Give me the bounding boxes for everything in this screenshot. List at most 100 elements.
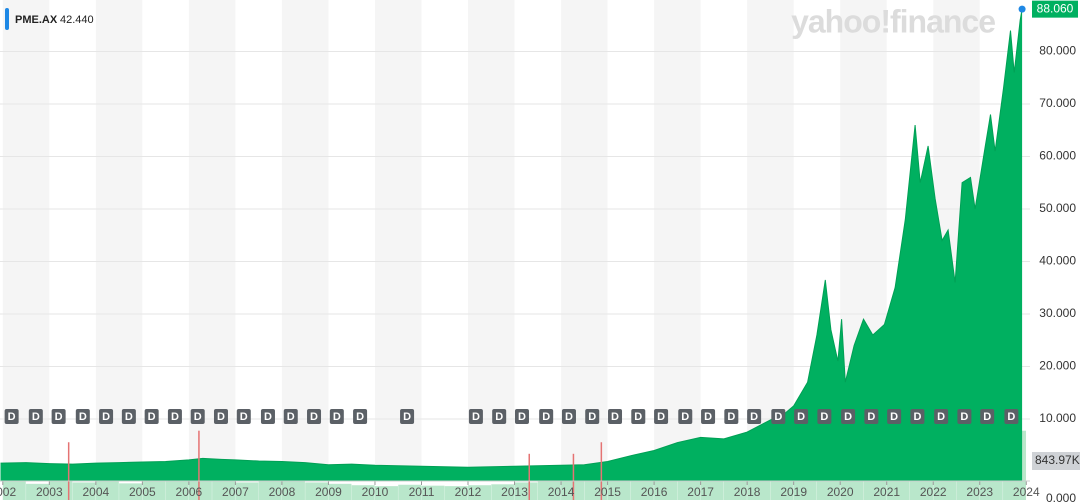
dividend-marker	[585, 409, 600, 424]
dividend-label: D	[102, 411, 110, 423]
volume-bar	[561, 480, 585, 500]
x-tick-label: 2012	[455, 485, 482, 499]
dividend-marker	[213, 409, 228, 424]
x-tick-label: 2015	[594, 485, 621, 499]
y2-tick-label: 0.000	[1046, 491, 1076, 504]
legend-swatch	[5, 8, 9, 30]
volume-spike	[600, 442, 603, 500]
volume-bar	[444, 486, 468, 500]
volume-bar	[421, 485, 445, 500]
dividend-marker	[817, 409, 832, 424]
dividend-marker	[353, 409, 368, 424]
dividend-label: D	[55, 411, 63, 423]
dividend-marker	[144, 409, 159, 424]
x-tick-label: 2003	[36, 485, 63, 499]
volume-spike	[528, 453, 530, 500]
dividend-marker	[468, 409, 483, 424]
dividend-label: D	[797, 411, 805, 423]
dividend-marker	[887, 409, 902, 424]
volume-bar	[374, 486, 398, 500]
dividend-marker	[980, 409, 995, 424]
dividend-label: D	[844, 411, 852, 423]
dividend-label: D	[356, 411, 364, 423]
price-tag	[1032, 0, 1078, 18]
y-tick-label: 80.000	[1039, 44, 1076, 58]
dividend-label: D	[125, 411, 133, 423]
dividend-label: D	[634, 411, 642, 423]
dividend-label: D	[8, 411, 16, 423]
dividend-label: D	[890, 411, 898, 423]
volume-bar	[398, 484, 422, 500]
year-band	[747, 0, 794, 481]
x-tick-label: 2007	[222, 485, 249, 499]
volume-bar	[328, 483, 352, 500]
volume-label: 843.97K	[1035, 453, 1080, 467]
dividend-label: D	[472, 411, 480, 423]
year-band	[188, 0, 236, 481]
x-tick-label: 2020	[827, 485, 854, 499]
dividend-label: D	[960, 411, 968, 423]
x-tick-label: 2010	[362, 485, 389, 499]
dividend-marker	[701, 409, 716, 424]
dividend-label: D	[867, 411, 875, 423]
y-tick-label: 70.000	[1039, 96, 1076, 110]
volume-bar	[258, 481, 282, 500]
year-band	[95, 0, 143, 481]
volume-bar	[537, 481, 561, 500]
volume-bar	[188, 476, 212, 500]
volume-bar	[468, 485, 492, 500]
legend-value: 42.440	[60, 14, 94, 26]
volume-bar	[305, 482, 329, 500]
dividend-label: D	[148, 411, 156, 423]
volume-bar	[165, 479, 189, 500]
dividend-label: D	[79, 411, 87, 423]
volume-bar	[351, 485, 375, 500]
dividend-marker	[771, 409, 786, 424]
dividend-marker	[934, 409, 949, 424]
dividend-marker	[75, 409, 90, 424]
volume-spike	[67, 442, 70, 500]
volume-bar	[2, 481, 26, 500]
dividend-label: D	[310, 411, 318, 423]
dividend-label: D	[611, 411, 619, 423]
dividend-label: D	[704, 411, 712, 423]
dividend-label: D	[403, 411, 411, 423]
year-band	[654, 0, 701, 481]
volume-bar	[607, 476, 631, 500]
dividend-marker	[283, 409, 298, 424]
dividend-marker	[957, 409, 972, 424]
dividend-label: D	[820, 411, 828, 423]
dividend-label: D	[495, 411, 503, 423]
dividend-label: D	[681, 411, 689, 423]
dividend-marker	[794, 409, 809, 424]
dividend-marker	[1004, 409, 1019, 424]
dividend-marker	[99, 409, 114, 424]
x-tick-label: 2013	[501, 485, 528, 499]
volume-bar	[119, 483, 143, 500]
dividend-marker	[561, 409, 576, 424]
dividend-marker	[121, 409, 136, 424]
y-tick-label: 40.000	[1039, 254, 1076, 268]
volume-bar	[235, 482, 259, 500]
volume-spike	[572, 453, 575, 500]
y-tick-label: 50.000	[1039, 201, 1076, 215]
dividend-label: D	[264, 411, 272, 423]
dividend-marker	[539, 409, 554, 424]
y-tick-label: 10.000	[1039, 411, 1076, 425]
volume-bar	[281, 480, 305, 500]
y-tick-label: 60.000	[1039, 149, 1076, 163]
dividend-marker	[51, 409, 66, 424]
dividend-marker	[654, 409, 669, 424]
x-tick-label: 2016	[641, 485, 668, 499]
legend-name: PME.AX	[15, 14, 58, 26]
dividend-marker	[608, 409, 623, 424]
dividend-marker	[400, 409, 415, 424]
dividend-label: D	[194, 411, 202, 423]
year-band	[374, 0, 422, 481]
year-band	[281, 0, 329, 481]
volume-bar	[212, 480, 236, 500]
x-tick-label: 2017	[687, 485, 714, 499]
x-tick-label: 2002	[0, 485, 16, 499]
